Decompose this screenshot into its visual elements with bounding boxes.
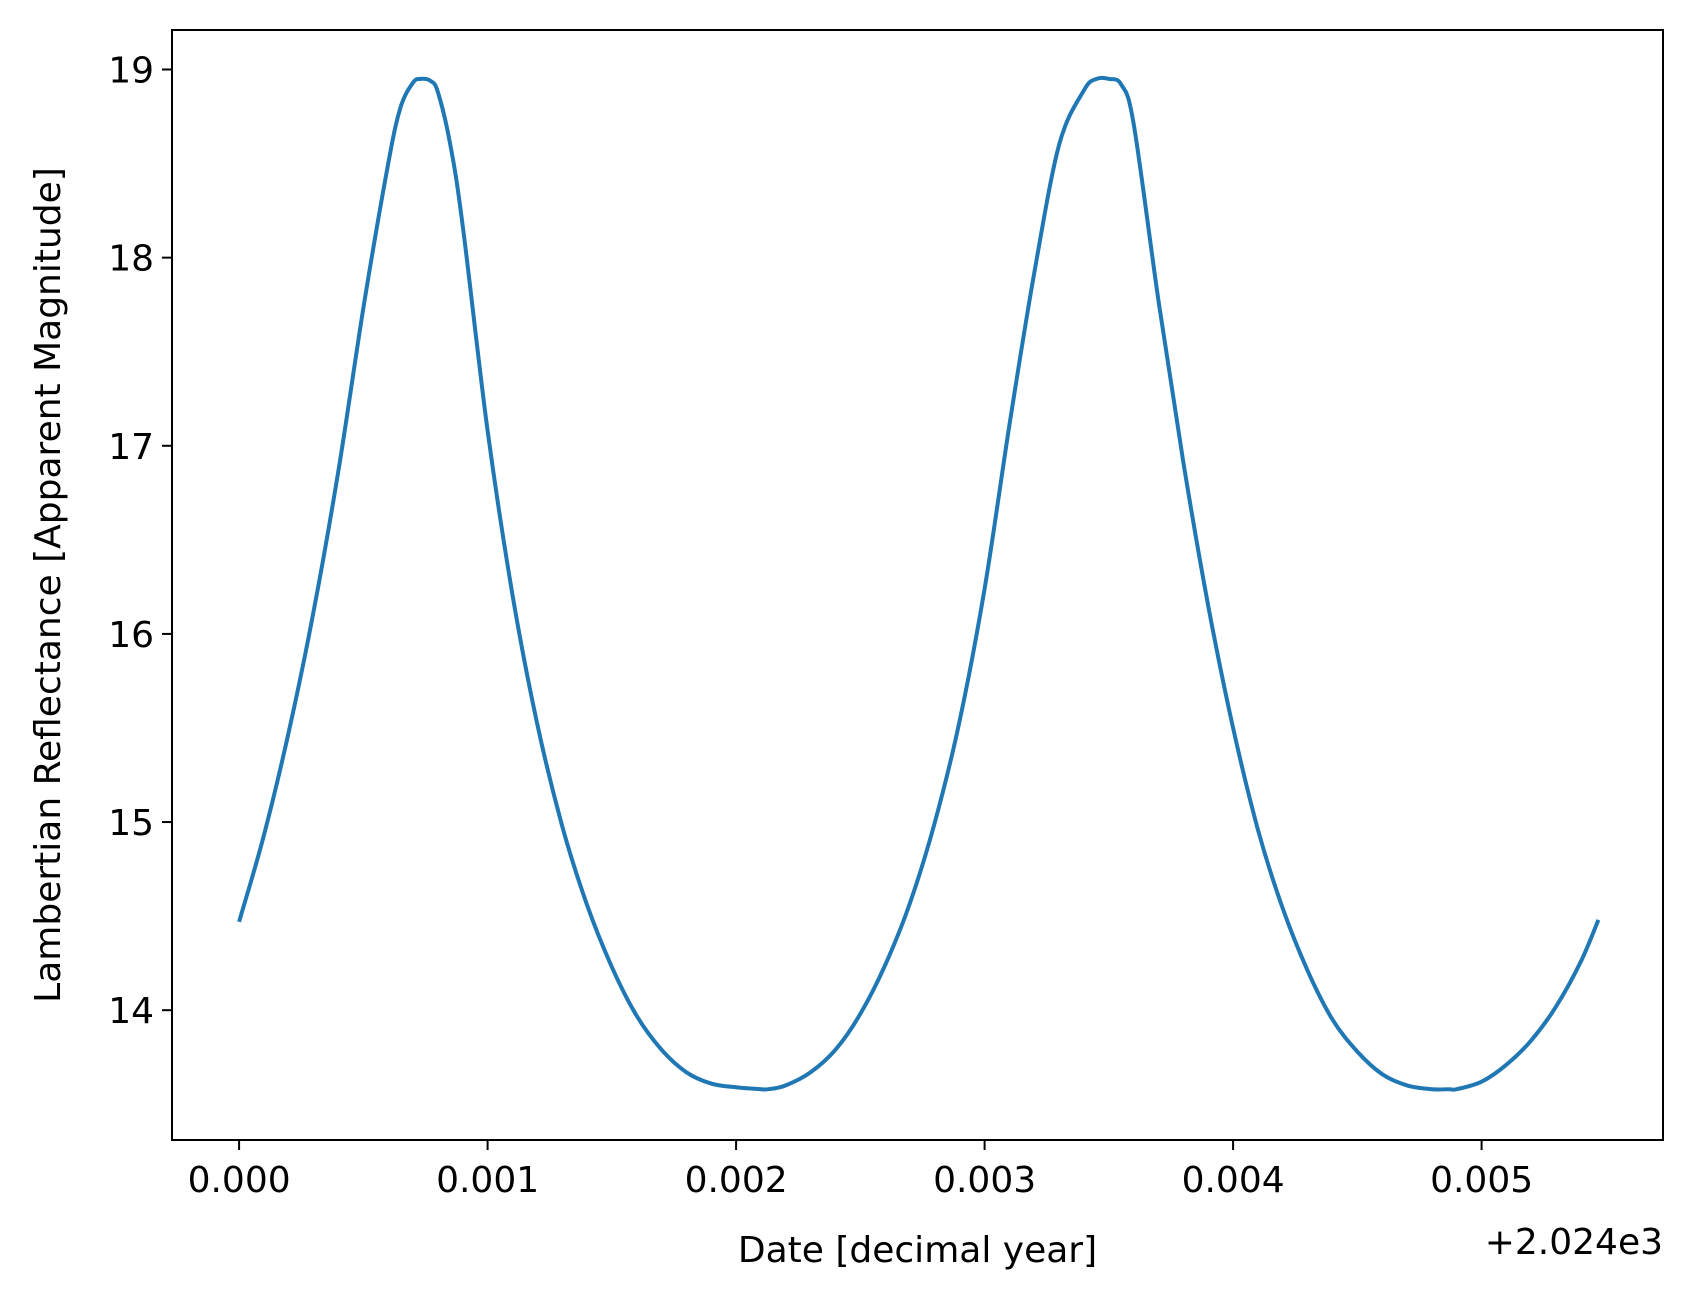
y-tick-label: 18 [108,239,154,280]
series-line-0 [237,75,1601,1092]
x-axis-offset-label: +2.024e3 [1485,1222,1663,1263]
y-tick-label: 15 [108,803,154,844]
x-tick-label: 0.000 [188,1160,291,1201]
x-tick-label: 0.002 [685,1160,788,1201]
axes: 0.000 0.001 0.002 0.003 0.004 0.005 14 15 16 17 18… [108,29,1664,1201]
x-tick-label: 0.001 [436,1160,539,1201]
x-tick-label: 0.004 [1182,1160,1285,1201]
x-axis-label: Date [decimal year] [738,1230,1097,1271]
axes-frame [171,29,1664,1141]
y-tick-label: 16 [108,615,154,656]
y-tick-label: 17 [108,427,154,468]
y-tick-label: 14 [108,991,154,1032]
plot-area [237,75,1601,1092]
x-tick-label: 0.003 [933,1160,1036,1201]
x-tick-label: 0.005 [1430,1160,1533,1201]
y-tick-label: 19 [108,51,154,92]
y-axis-label: Lambertian Reflectance [Apparent Magnitu… [28,167,69,1003]
